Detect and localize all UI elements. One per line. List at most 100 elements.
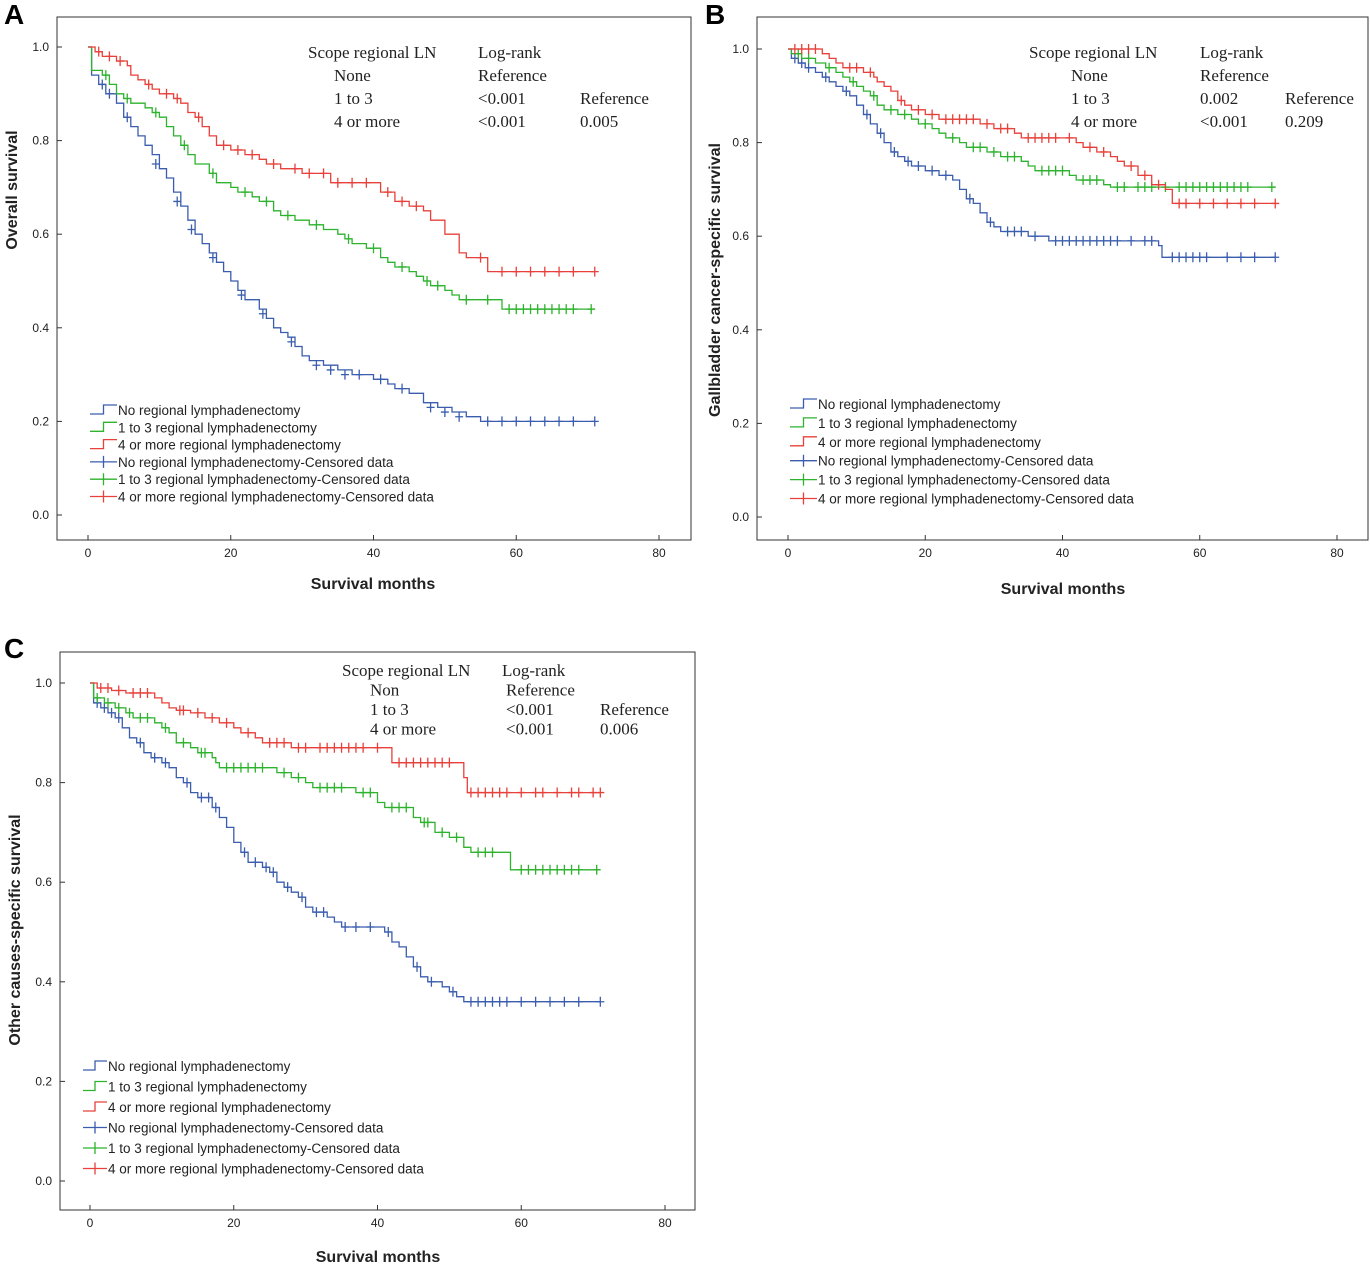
censor-mark [589, 787, 598, 798]
censor-mark [294, 772, 303, 783]
censor-mark [526, 266, 535, 277]
censor-mark [1079, 175, 1088, 186]
censor-mark [258, 308, 267, 319]
legend-item: 1 to 3 regional lymphadenectomy [790, 416, 1017, 431]
censor-mark [1031, 231, 1040, 242]
censor-mark [180, 140, 189, 151]
censor-mark [116, 56, 125, 67]
censor-mark [587, 304, 596, 315]
censor-mark [187, 224, 196, 235]
censor-mark [366, 922, 375, 933]
censor-mark [423, 757, 432, 768]
censor-mark [517, 864, 526, 875]
censor-mark [488, 996, 497, 1007]
censor-mark [323, 742, 332, 753]
censor-mark [1031, 132, 1040, 143]
censor-mark [811, 44, 820, 54]
censor-mark [897, 95, 906, 106]
censor-mark [383, 187, 392, 198]
censor-mark [248, 149, 257, 160]
logrank-annotation-cell: Reference [1200, 66, 1269, 85]
legend-label: No regional lymphadenectomy [118, 403, 301, 418]
censor-mark [495, 787, 504, 798]
logrank-annotation-cell: Scope regional LN [1029, 43, 1157, 62]
x-tick-label: 80 [1330, 546, 1344, 560]
censor-mark [969, 142, 978, 153]
censor-mark [179, 737, 188, 748]
legend-item: 4 or more regional lymphadenectomy-Censo… [790, 492, 1134, 507]
censor-mark [852, 62, 861, 73]
censor-mark [269, 867, 278, 878]
legend-item: 4 or more regional lymphadenectomy-Censo… [90, 490, 434, 505]
censor-mark [849, 76, 858, 87]
censor-mark [1099, 146, 1108, 157]
legend-label: 4 or more regional lymphadenectomy [818, 435, 1041, 450]
y-tick-label: 0.8 [32, 134, 49, 148]
censor-mark [1236, 252, 1245, 263]
legend-step-swatch [90, 421, 117, 432]
logrank-annotation-cell: 4 or more [370, 720, 436, 739]
y-tick-label: 0.2 [32, 414, 49, 428]
censor-mark [219, 140, 228, 151]
censor-mark [1085, 235, 1094, 246]
censor-mark [512, 416, 521, 427]
censor-mark [962, 114, 971, 125]
censor-mark [265, 737, 274, 748]
censor-mark [348, 177, 357, 188]
x-tick-label: 20 [919, 546, 933, 560]
censor-mark [505, 304, 514, 315]
censor-mark [474, 996, 483, 1007]
censor-mark [151, 107, 160, 118]
legend-censor-swatch [83, 1162, 107, 1175]
censor-mark [531, 787, 540, 798]
x-tick-label: 60 [510, 546, 524, 560]
censor-mark [1271, 252, 1280, 263]
censor-mark [955, 114, 964, 125]
x-tick-label: 20 [224, 546, 238, 560]
survival-step-line [90, 682, 601, 871]
legend-label: 1 to 3 regional lymphadenectomy-Censored… [118, 472, 410, 487]
logrank-annotation-cell: 0.002 [1200, 89, 1238, 108]
y-tick-label: 0.6 [732, 229, 749, 243]
series-3-group [88, 46, 599, 277]
logrank-annotation-cell: 4 or more [1071, 112, 1137, 131]
censor-mark [298, 892, 307, 903]
logrank-annotation-cell: Reference [1285, 89, 1354, 108]
censor-mark [183, 777, 192, 788]
logrank-annotation-cell: 1 to 3 [1071, 89, 1110, 108]
censor-mark [555, 266, 564, 277]
censor-mark [251, 857, 260, 868]
censor-mark [488, 787, 497, 798]
censor-mark [476, 252, 485, 263]
censor-mark [426, 402, 435, 413]
legend-censor-swatch [90, 490, 117, 503]
censor-mark [105, 51, 114, 62]
legend-censor-swatch [790, 473, 817, 486]
survival-step-line [88, 46, 595, 310]
censor-mark [208, 168, 217, 179]
censor-mark [969, 114, 978, 125]
censor-mark [540, 266, 549, 277]
censor-mark [123, 112, 132, 123]
censor-mark [497, 416, 506, 427]
censor-mark [562, 304, 571, 315]
censor-mark [1058, 235, 1067, 246]
censor-mark [240, 847, 249, 858]
censor-mark [1065, 235, 1074, 246]
censor-mark [517, 787, 526, 798]
censor-mark [387, 802, 396, 813]
censor-mark [531, 864, 540, 875]
censor-mark [790, 44, 799, 54]
legend-step-swatch [790, 398, 817, 409]
censor-mark [502, 996, 511, 1007]
censor-mark [921, 118, 930, 129]
censor-mark [569, 266, 578, 277]
legend-item: No regional lymphadenectomy-Censored dat… [90, 455, 394, 470]
y-tick-label: 0.0 [35, 1174, 52, 1188]
legend-label: No regional lymphadenectomy [108, 1059, 291, 1074]
censor-mark [546, 864, 554, 875]
censor-mark [1195, 198, 1204, 209]
censor-mark [986, 217, 995, 228]
legend-item: 1 to 3 regional lymphadenectomy [90, 420, 317, 435]
censor-mark [481, 787, 490, 798]
